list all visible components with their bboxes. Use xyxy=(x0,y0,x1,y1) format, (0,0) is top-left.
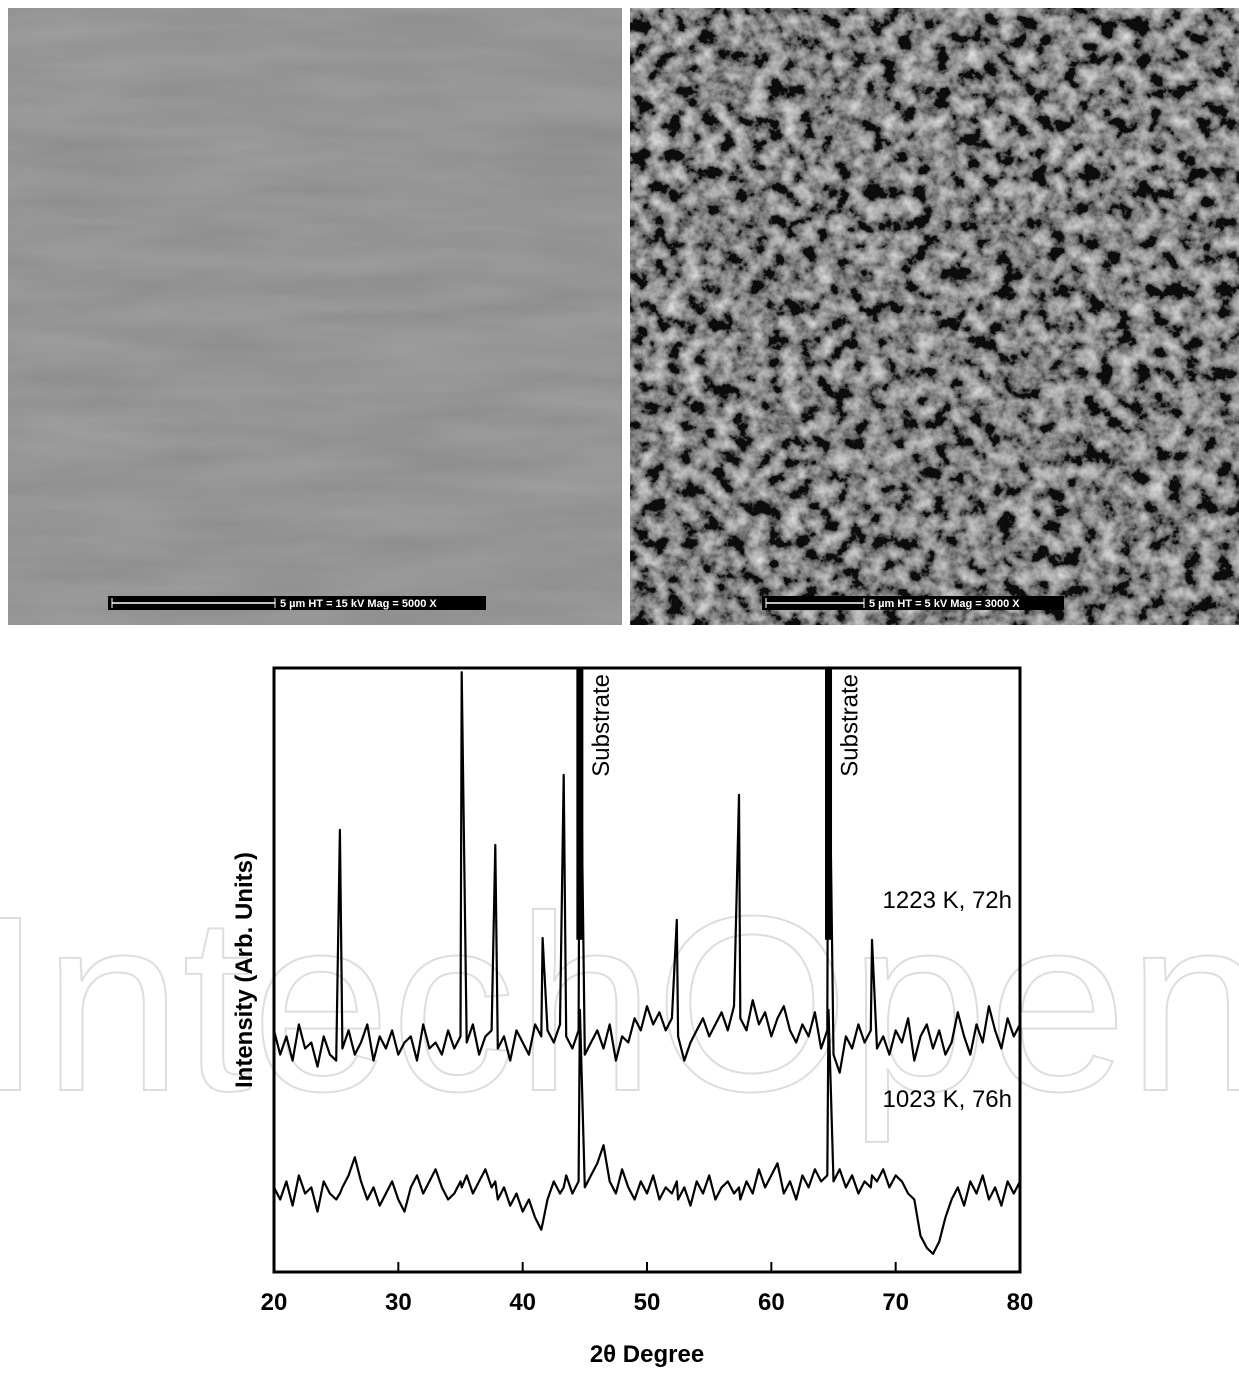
scale-caption: 5 µm HT = 15 kV Mag = 5000 X xyxy=(280,598,437,610)
scale-bar: 5 µm HT = 5 kV Mag = 3000 X xyxy=(762,596,1064,610)
annotation: Substrate xyxy=(837,674,864,777)
series-line xyxy=(273,1008,1021,1255)
x-axis-label: 2θ Degree xyxy=(590,1341,704,1368)
x-tick-label: 80 xyxy=(1007,1289,1034,1316)
y-axis-label: Intensity (Arb. Units) xyxy=(231,852,258,1088)
sem-texture xyxy=(8,8,622,625)
x-tick-label: 40 xyxy=(509,1289,536,1316)
annotation: Substrate xyxy=(588,674,615,777)
x-tick-label: 30 xyxy=(385,1289,412,1316)
x-tick-label: 60 xyxy=(758,1289,785,1316)
x-tick-label: 70 xyxy=(882,1289,909,1316)
series-label: 1023 K, 76h xyxy=(883,1086,1012,1113)
series-line xyxy=(272,666,1021,1074)
watermark: IntechOpen xyxy=(0,864,1239,1143)
scale-caption: 5 µm HT = 5 kV Mag = 3000 X xyxy=(869,598,1020,610)
scale-bar: 5 µm HT = 15 kV Mag = 5000 X xyxy=(108,596,486,610)
series-label: 1223 K, 72h xyxy=(883,887,1012,914)
sem-texture xyxy=(630,8,1239,625)
x-tick-label: 50 xyxy=(634,1289,661,1316)
x-tick-label: 20 xyxy=(261,1289,288,1316)
